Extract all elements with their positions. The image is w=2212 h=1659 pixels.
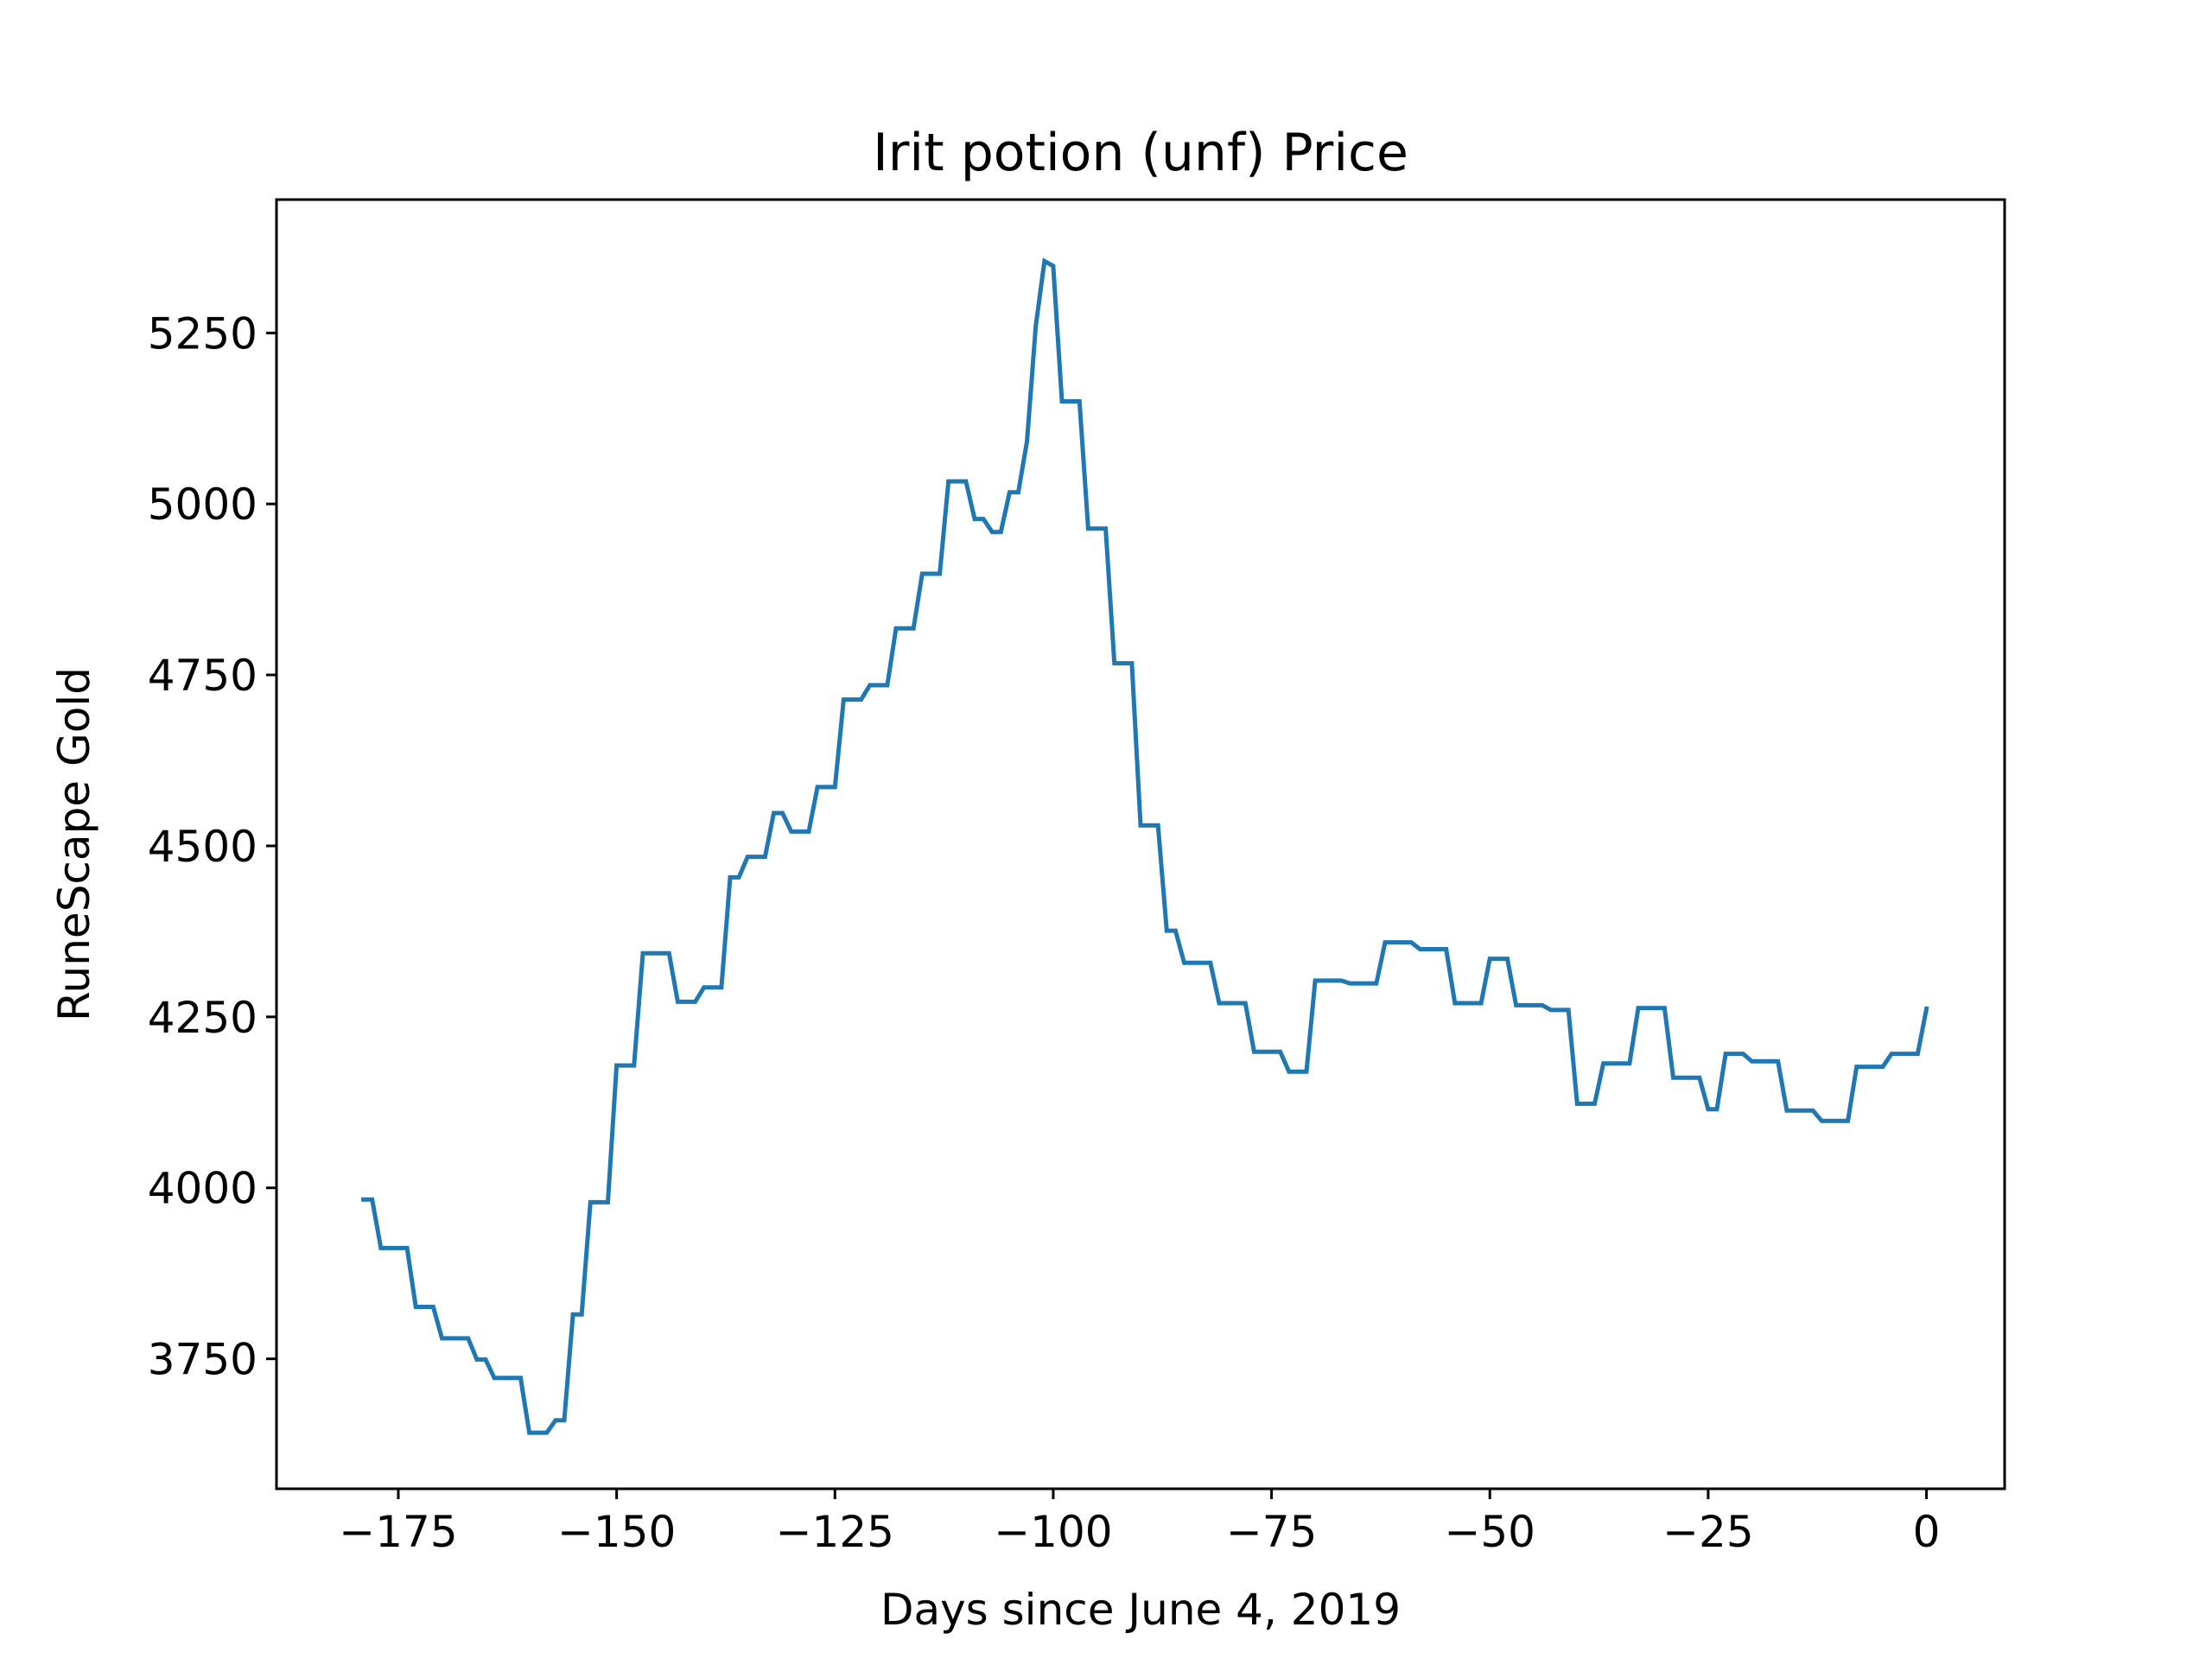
x-tick-label: −175 <box>339 1507 457 1557</box>
chart-title: Irit potion (unf) Price <box>873 123 1408 183</box>
y-axis-ticks: 3750 4000 4250 4500 4750 5000 5250 <box>148 308 276 1385</box>
y-tick-label: 3750 <box>148 1335 257 1385</box>
y-tick-label: 4500 <box>148 822 257 872</box>
y-tick-label: 4750 <box>148 651 257 701</box>
y-tick-label: 4250 <box>148 993 257 1043</box>
y-axis-label: RuneScape Gold <box>49 667 99 1021</box>
x-axis-ticks: −175 −150 −125 −100 −75 −50 −25 0 <box>339 1489 1940 1557</box>
x-tick-label: −125 <box>776 1507 894 1557</box>
y-tick-label: 5250 <box>148 308 257 359</box>
x-axis-label: Days since June 4, 2019 <box>880 1585 1401 1635</box>
x-tick-label: −150 <box>557 1507 676 1557</box>
x-tick-label: −75 <box>1226 1507 1318 1557</box>
x-tick-label: −25 <box>1662 1507 1754 1557</box>
x-tick-label: 0 <box>1913 1507 1941 1557</box>
plot-area <box>275 198 2006 1491</box>
x-tick-label: −50 <box>1444 1507 1535 1557</box>
y-tick-label: 5000 <box>148 480 257 530</box>
axes-frame <box>275 198 2006 1491</box>
price-series-line <box>361 257 1929 1435</box>
x-tick-label: −100 <box>994 1507 1112 1557</box>
y-tick-label: 4000 <box>148 1164 257 1214</box>
